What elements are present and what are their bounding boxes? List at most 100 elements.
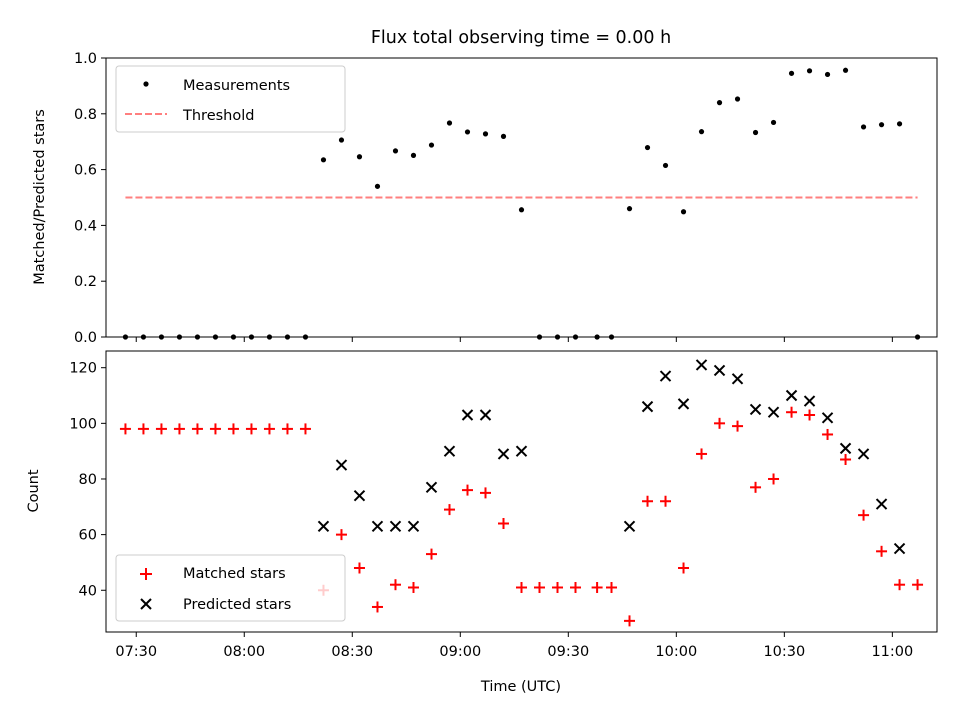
predicted-star-point — [497, 448, 510, 460]
top-y-tick-label: 1.0 — [74, 51, 97, 67]
bottom-y-tick-label: 60 — [79, 528, 97, 544]
measurement-point — [284, 334, 291, 340]
measurement-point — [734, 96, 741, 102]
matched-star-point — [822, 428, 834, 440]
matched-star-point — [912, 579, 924, 591]
measurement-point — [392, 148, 399, 154]
measurement-point — [122, 334, 129, 340]
predicted-star-point — [749, 403, 762, 416]
predicted-star-point — [461, 409, 474, 421]
legend-matched-marker — [140, 568, 152, 580]
top-panel-frame — [105, 57, 938, 338]
measurement-point — [698, 129, 705, 135]
predicted-star-point — [407, 520, 420, 532]
measurement-point — [842, 67, 849, 73]
measurement-point — [878, 122, 885, 128]
predicted-star-point — [515, 445, 528, 457]
measurement-point — [338, 137, 345, 143]
measurement-point — [266, 334, 273, 340]
measurement-point — [662, 162, 669, 169]
measurement-point — [608, 334, 615, 340]
bottom-y-tick-label: 100 — [69, 416, 97, 432]
matched-star-point — [389, 579, 401, 591]
matched-star-point — [281, 423, 293, 435]
matched-star-point — [642, 495, 654, 507]
measurement-point — [594, 334, 600, 340]
top-panel: 0.0 0.2 0.4 0.6 0.8 1.0 Matched/Predicted sta… — [32, 51, 938, 346]
top-y-tick-label: 0.4 — [74, 218, 97, 234]
bottom-x-axis: 07:30 08:00 08:30 09:00 09:30 10:00 10:30 11:00 — [115, 632, 913, 660]
measurement-point — [410, 152, 417, 158]
predicted-star-point — [443, 445, 456, 457]
x-tick-label: 11:00 — [871, 644, 913, 660]
predicted-star-point — [839, 442, 852, 455]
matched-star-point — [443, 504, 455, 516]
matched-star-point — [245, 423, 257, 435]
x-tick-label: 10:30 — [763, 644, 805, 660]
bottom-panel: 40 60 80 100 120 07:30 08:00 08:30 09:00 09:30 10… — [26, 350, 938, 695]
measurement-point — [572, 334, 579, 340]
predicted-star-point — [875, 498, 888, 510]
matched-star-point — [371, 601, 383, 613]
measurement-point — [248, 334, 255, 340]
top-legend: Measurements Threshold — [115, 65, 346, 133]
matched-star-point — [119, 423, 131, 435]
matched-star-point — [552, 581, 564, 593]
predicted-star-point — [641, 400, 654, 413]
matched-star-point — [191, 423, 203, 435]
matched-star-point — [425, 548, 437, 560]
measurement-point — [356, 154, 363, 160]
measurement-point — [770, 119, 777, 126]
predicted-star-point — [821, 412, 834, 424]
top-y-tick-label: 0.2 — [74, 274, 97, 290]
matched-star-point — [497, 517, 509, 529]
measurement-point — [680, 209, 687, 215]
bottom-legend-box — [115, 554, 346, 622]
matched-star-point — [137, 423, 149, 435]
measurement-point — [158, 334, 165, 340]
x-tick-label: 07:30 — [115, 644, 157, 660]
predicted-star-point — [317, 520, 330, 532]
bottom-y-tick-label: 80 — [79, 472, 97, 488]
predicted-star-point — [713, 364, 726, 377]
measurement-point — [230, 334, 237, 340]
matched-star-point — [335, 529, 347, 541]
matched-star-point — [696, 448, 708, 460]
top-y-axis: 0.0 0.2 0.4 0.6 0.8 1.0 — [74, 51, 106, 346]
predicted-stars-series — [317, 359, 906, 555]
measurement-point — [716, 100, 723, 106]
matched-star-point — [660, 495, 672, 507]
x-tick-label: 08:00 — [223, 644, 265, 660]
bottom-y-tick-label: 40 — [79, 583, 97, 599]
measurement-point — [140, 334, 147, 340]
measurement-point — [626, 206, 633, 212]
matched-star-point — [858, 509, 870, 521]
matched-star-point — [876, 545, 888, 557]
top-y-tick-label: 0.8 — [74, 107, 97, 123]
matched-star-point — [534, 581, 546, 593]
measurement-point — [464, 129, 471, 135]
x-axis-label: Time (UTC) — [480, 679, 561, 695]
measurement-point — [554, 334, 561, 340]
matched-star-point — [407, 581, 419, 593]
measurement-point — [518, 207, 525, 213]
predicted-star-point — [893, 542, 906, 555]
matched-star-point — [732, 420, 744, 432]
matched-star-point — [227, 423, 239, 435]
matched-star-point — [173, 423, 185, 435]
matched-star-point — [209, 423, 221, 435]
top-y-axis-label: Matched/Predicted stars — [32, 109, 48, 285]
matched-star-point — [591, 581, 603, 593]
matched-star-point — [570, 581, 582, 593]
measurements-series — [122, 67, 921, 340]
legend-threshold-label: Threshold — [182, 108, 254, 124]
predicted-star-point — [371, 520, 384, 532]
measurement-point — [446, 120, 453, 126]
measurement-point — [500, 133, 507, 139]
matched-star-point — [479, 487, 491, 499]
matched-star-point — [786, 406, 798, 418]
top-x-ticks — [135, 337, 893, 342]
x-tick-label: 10:00 — [655, 644, 697, 660]
bottom-y-axis: 40 60 80 100 120 — [69, 361, 106, 599]
